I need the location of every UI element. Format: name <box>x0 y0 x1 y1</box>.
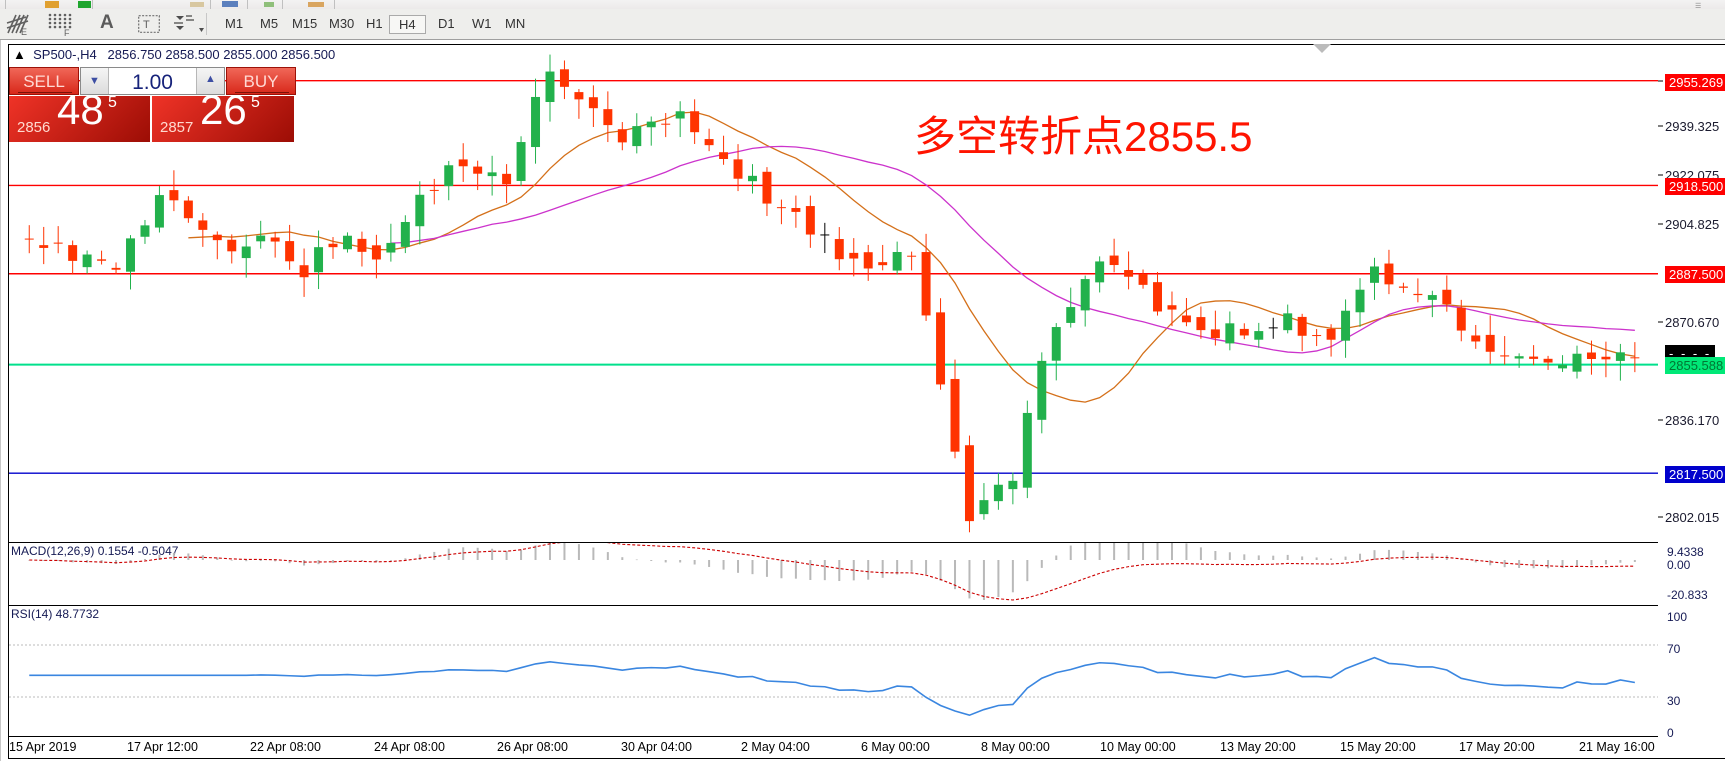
svg-text:E: E <box>21 27 27 37</box>
svg-text:F: F <box>64 28 70 37</box>
svg-text:T: T <box>143 19 150 31</box>
